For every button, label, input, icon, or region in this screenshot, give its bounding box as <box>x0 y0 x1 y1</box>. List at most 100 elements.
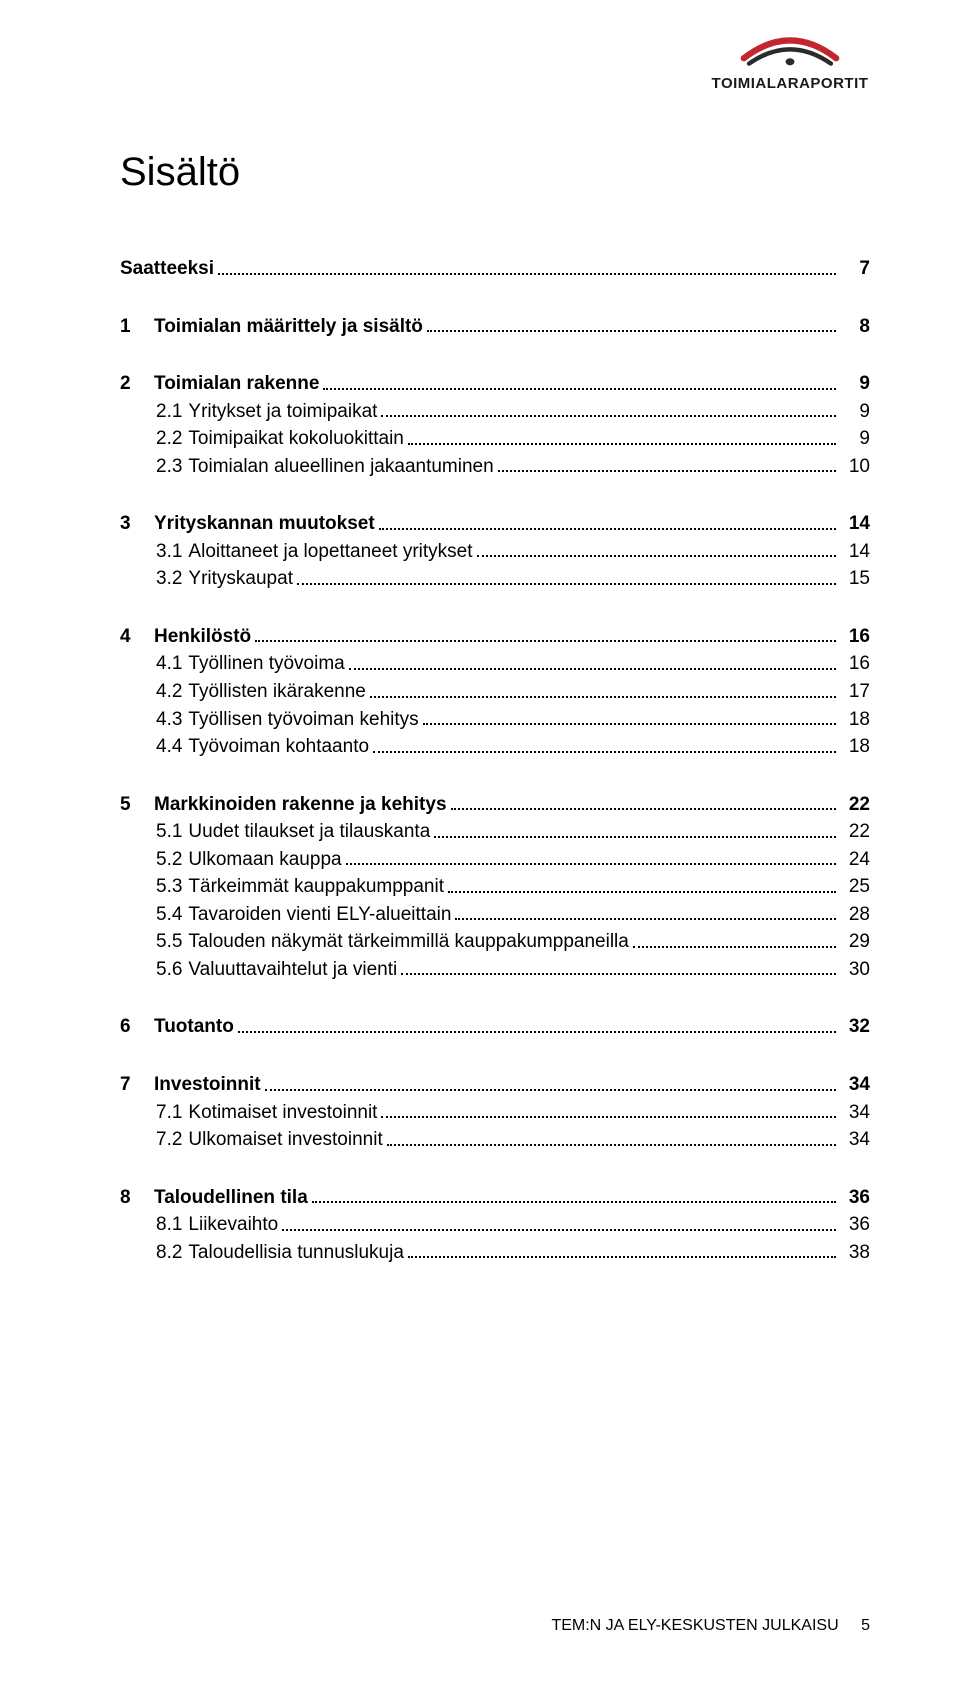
toc-number: 4 <box>120 623 148 651</box>
toc-leader-dots <box>370 696 836 698</box>
toc-number: 5.1 <box>156 818 182 846</box>
toc-subentry: 2.2Toimipaikat kokoluokittain 9 <box>120 425 870 453</box>
toc-label: Työllinen työvoima <box>188 650 344 678</box>
toc-number: 7.2 <box>156 1126 182 1154</box>
toc-group: 1Toimialan määrittely ja sisältö8 <box>120 313 870 341</box>
toc-page: 17 <box>840 678 870 706</box>
toc-entry: 5Markkinoiden rakenne ja kehitys22 <box>120 791 870 819</box>
toc-number: 5.6 <box>156 956 182 984</box>
toc-number: 2 <box>120 370 148 398</box>
toc-label: Tavaroiden vienti ELY-alueittain <box>188 901 451 929</box>
toc-label: Toimialan määrittely ja sisältö <box>154 313 423 341</box>
toc-label: Valuuttavaihtelut ja vienti <box>188 956 397 984</box>
toc-subentry: 4.3Työllisen työvoiman kehitys18 <box>120 706 870 734</box>
toc-number: 4.2 <box>156 678 182 706</box>
toc-leader-dots <box>381 1116 836 1118</box>
toc-entry: 1Toimialan määrittely ja sisältö8 <box>120 313 870 341</box>
toc-label: Uudet tilaukset ja tilauskanta <box>188 818 430 846</box>
toc-leader-dots <box>448 891 836 893</box>
toc-label: Tuotanto <box>154 1013 234 1041</box>
toc-entry: 3Yrityskannan muutokset14 <box>120 510 870 538</box>
toc-subentry: 4.1Työllinen työvoima 16 <box>120 650 870 678</box>
toc-label: Toimialan rakenne <box>154 370 319 398</box>
toc-subentry: 5.4Tavaroiden vienti ELY-alueittain28 <box>120 901 870 929</box>
toc-page: 15 <box>840 565 870 593</box>
toc-label: Investoinnit <box>154 1071 261 1099</box>
toc-number: 5.5 <box>156 928 182 956</box>
toc-leader-dots <box>408 1256 836 1258</box>
toc-page: 9 <box>840 398 870 426</box>
toc-page: 22 <box>840 791 870 819</box>
toc-leader-dots <box>401 973 836 975</box>
toc-label: Toimipaikat kokoluokittain <box>188 425 403 453</box>
toc-entry: 7Investoinnit34 <box>120 1071 870 1099</box>
toc-group: 3Yrityskannan muutokset143.1Aloittaneet … <box>120 510 870 593</box>
toc-subentry: 2.3Toimialan alueellinen jakaantuminen10 <box>120 453 870 481</box>
toc-page: 38 <box>840 1239 870 1267</box>
toc-leader-dots <box>408 443 836 445</box>
toc-subentry: 5.1Uudet tilaukset ja tilauskanta22 <box>120 818 870 846</box>
toc-leader-dots <box>373 751 836 753</box>
toc-number: 5.4 <box>156 901 182 929</box>
toc-leader-dots <box>282 1229 836 1231</box>
toc-leader-dots <box>423 723 836 725</box>
toc-page: 16 <box>840 650 870 678</box>
toc-label: Toimialan alueellinen jakaantuminen <box>188 453 493 481</box>
toc-label: Työllisten ikärakenne <box>188 678 365 706</box>
toc-leader-dots <box>633 946 836 948</box>
toc-label: Taloudellisia tunnuslukuja <box>188 1239 403 1267</box>
toc-group: 6Tuotanto32 <box>120 1013 870 1041</box>
toc-page: 36 <box>840 1184 870 1212</box>
page-title: Sisältö <box>120 150 870 195</box>
toc-leader-dots <box>323 388 836 390</box>
toc-leader-dots <box>381 415 836 417</box>
toc-page: 34 <box>840 1126 870 1154</box>
footer-text: TEM:N JA ELY-KESKUSTEN JULKAISU <box>551 1617 838 1634</box>
toc-page: 18 <box>840 733 870 761</box>
toc-page: 25 <box>840 873 870 901</box>
toc-label: Talouden näkymät tärkeimmillä kauppakump… <box>188 928 628 956</box>
toc-entry: 4Henkilöstö16 <box>120 623 870 651</box>
toc-page: 9 <box>840 425 870 453</box>
toc-leader-dots <box>218 273 836 275</box>
toc-number: 5.3 <box>156 873 182 901</box>
toc-page: 29 <box>840 928 870 956</box>
toc-subentry: 4.2Työllisten ikärakenne 17 <box>120 678 870 706</box>
toc-leader-dots <box>427 330 836 332</box>
toc-group: 4Henkilöstö164.1Työllinen työvoima164.2T… <box>120 623 870 761</box>
toc-label: Aloittaneet ja lopettaneet yritykset <box>188 538 472 566</box>
toc-number: 3.1 <box>156 538 182 566</box>
toc-subentry: 4.4Työvoiman kohtaanto18 <box>120 733 870 761</box>
toc-entry: 8Taloudellinen tila36 <box>120 1184 870 1212</box>
toc-label: Saatteeksi <box>120 255 214 283</box>
toc-page: 10 <box>840 453 870 481</box>
toc-subentry: 5.5Talouden näkymät tärkeimmillä kauppak… <box>120 928 870 956</box>
toc-number: 8.2 <box>156 1239 182 1267</box>
toc-leader-dots <box>312 1201 836 1203</box>
toc-subentry: 3.2Yrityskaupat15 <box>120 565 870 593</box>
toc-leader-dots <box>477 555 836 557</box>
toc-group: Saatteeksi7 <box>120 255 870 283</box>
toc-leader-dots <box>265 1089 836 1091</box>
toc-page: 36 <box>840 1211 870 1239</box>
toc-number: 2.2 <box>156 425 182 453</box>
toc-leader-dots <box>455 918 836 920</box>
toc-subentry: 7.2Ulkomaiset investoinnit34 <box>120 1126 870 1154</box>
toc-label: Henkilöstö <box>154 623 251 651</box>
toc-number: 5.2 <box>156 846 182 874</box>
table-of-contents: Saatteeksi71Toimialan määrittely ja sisä… <box>120 255 870 1266</box>
toc-number: 4.1 <box>156 650 182 678</box>
toc-label: Tärkeimmät kauppakumppanit <box>188 873 444 901</box>
toc-leader-dots <box>451 808 836 810</box>
toc-number: 7 <box>120 1071 148 1099</box>
toc-number: 7.1 <box>156 1099 182 1127</box>
logo-arc-icon <box>735 28 845 68</box>
toc-leader-dots <box>434 836 836 838</box>
toc-group: 2Toimialan rakenne92.1Yritykset ja toimi… <box>120 370 870 480</box>
toc-number: 2.1 <box>156 398 182 426</box>
toc-number: 8 <box>120 1184 148 1212</box>
toc-page: 14 <box>840 538 870 566</box>
footer-page-number: 5 <box>861 1617 870 1634</box>
toc-subentry: 8.1Liikevaihto36 <box>120 1211 870 1239</box>
toc-label: Yrityskannan muutokset <box>154 510 375 538</box>
